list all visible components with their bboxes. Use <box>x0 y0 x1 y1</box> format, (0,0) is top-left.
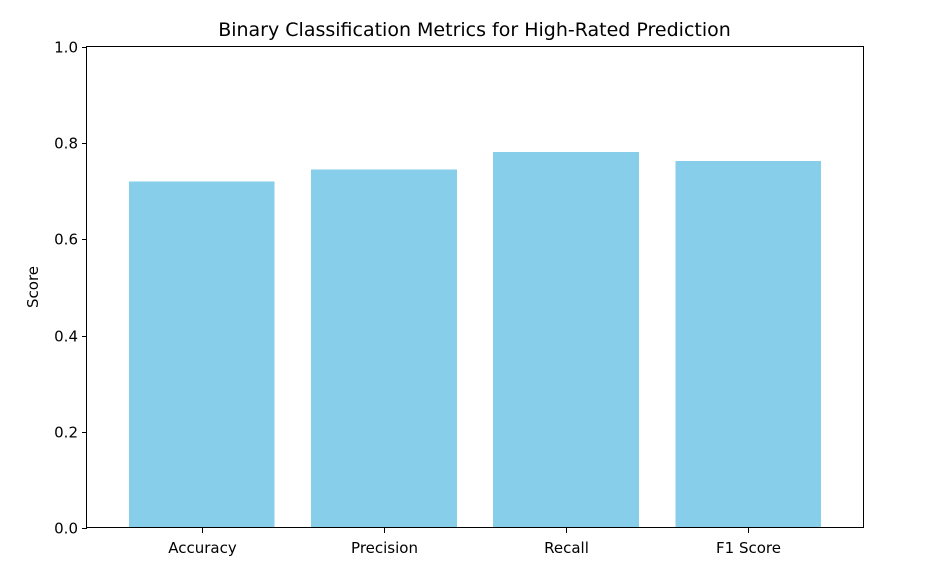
x-axis-ticks: Accuracy Precision Recall F1 Score <box>168 528 781 557</box>
chart-title: Binary Classification Metrics for High-R… <box>218 19 731 41</box>
y-tick-label: 0.6 <box>54 231 78 249</box>
plot-area-frame <box>86 46 864 528</box>
bar-recall <box>493 151 639 529</box>
x-tick-label: F1 Score <box>716 539 781 557</box>
bars-group <box>128 151 822 529</box>
y-axis-label: Score <box>24 266 42 308</box>
y-tick-label: 0.0 <box>54 520 78 538</box>
bar-f1-score <box>675 161 822 528</box>
bar-accuracy <box>128 181 275 528</box>
x-tick-label: Recall <box>544 539 589 557</box>
x-tick-label: Accuracy <box>168 539 237 557</box>
x-tick-label: Precision <box>351 539 418 557</box>
y-axis-ticks: 0.0 0.2 0.4 0.6 0.8 1.0 <box>54 39 87 538</box>
y-tick-label: 1.0 <box>54 39 78 57</box>
bar-precision <box>311 169 457 528</box>
y-tick-label: 0.2 <box>54 424 78 442</box>
y-tick-label: 0.8 <box>54 135 78 153</box>
y-tick-label: 0.4 <box>54 328 78 346</box>
